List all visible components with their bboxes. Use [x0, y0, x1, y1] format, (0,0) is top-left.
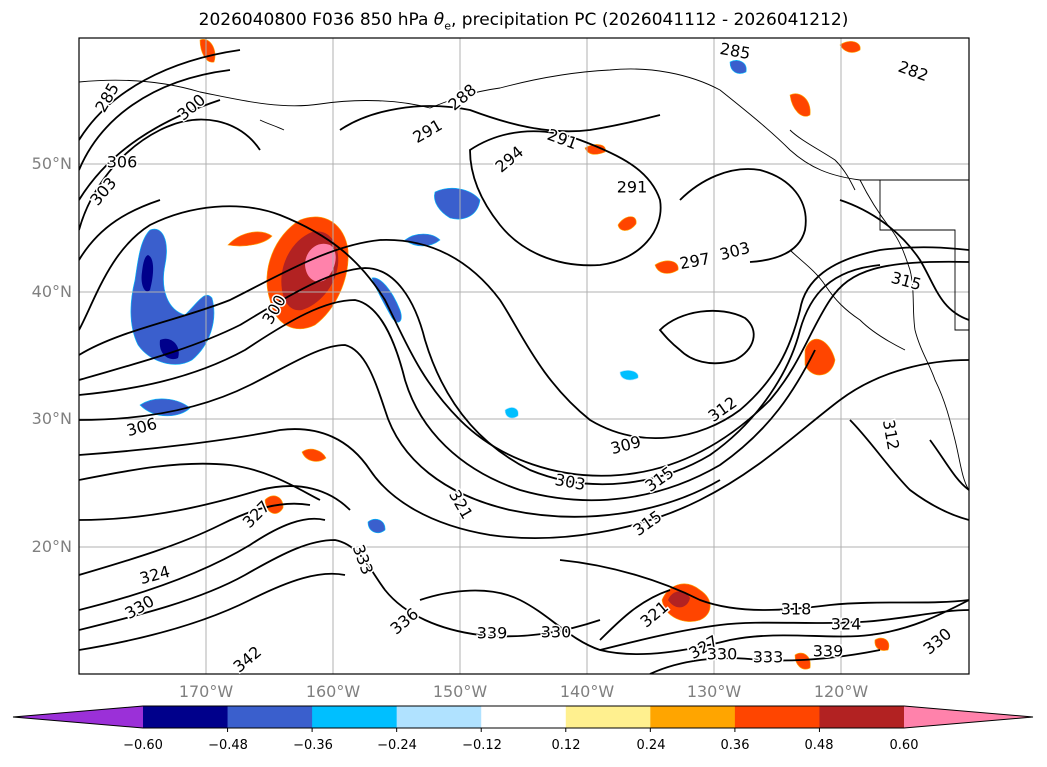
- precip-negative-patch-small4: [619, 370, 639, 381]
- lon-label-140w: 140°W: [559, 682, 615, 701]
- lon-label-160w: 160°W: [305, 682, 361, 701]
- theta-e-contours: [79, 49, 969, 674]
- colorbar-tick-label: 0.24: [636, 738, 666, 753]
- precip-positive-patch-d: [804, 338, 836, 376]
- colorbar-swatch: [650, 706, 736, 728]
- figure-title: 2026040800 F036 850 hPa θe, precipitatio…: [0, 10, 1047, 32]
- lon-label-170w: 170°W: [178, 682, 234, 701]
- lon-label-130w: 130°W: [686, 682, 742, 701]
- precip-positive-patch-b: [654, 260, 679, 274]
- colorbar-tick-label: −0.12: [462, 738, 502, 753]
- contour-label: 330: [707, 645, 738, 664]
- contour-label: 339: [813, 642, 844, 661]
- precip-negative-patch-small2: [729, 60, 747, 74]
- precip-negative-patch-south: [367, 518, 386, 534]
- colorbar-swatch: [312, 706, 398, 728]
- title-text: 2026040800 F036 850 hPa: [198, 10, 434, 30]
- colorbar: [12, 705, 1034, 732]
- graticule: [79, 38, 969, 674]
- colorbar-outline: [12, 705, 1034, 729]
- colorbar-extend-low: [13, 706, 143, 728]
- colorbar-tick-label: −0.36: [293, 738, 333, 753]
- colorbar-tick-label: 0.12: [551, 738, 581, 753]
- precip-positive-patch-c: [617, 216, 637, 231]
- colorbar-swatch: [227, 706, 313, 728]
- colorbar-extend-high: [904, 706, 1033, 728]
- precip-strong-negative-core: [141, 255, 154, 292]
- colorbar-tick-label: 0.60: [889, 738, 919, 753]
- colorbar-swatch: [565, 706, 651, 728]
- title-theta-symbol: θ: [433, 10, 445, 30]
- colorbar-swatch: [819, 706, 905, 728]
- colorbar-tick-label: −0.60: [123, 738, 163, 753]
- precip-positive-band: [227, 231, 273, 247]
- precip-fills: [130, 39, 890, 670]
- precip-positive-patch-e: [199, 39, 216, 63]
- lat-label-50n: 50°N: [31, 154, 72, 173]
- lat-label-30n: 30°N: [31, 409, 72, 428]
- map-area: [79, 38, 969, 674]
- contour-label: 306: [107, 153, 138, 172]
- precip-negative-streak: [371, 277, 402, 323]
- lat-label-40n: 40°N: [31, 282, 72, 301]
- precip-strong-positive-south: [668, 591, 690, 608]
- colorbar-swatch: [143, 706, 229, 728]
- contour-label: 330: [541, 623, 572, 642]
- precip-positive-patch-i: [301, 448, 327, 462]
- colorbar-tick-label: −0.24: [377, 738, 417, 753]
- title-subscript: e: [444, 19, 451, 33]
- colorbar-swatch: [396, 706, 482, 728]
- precip-positive-patch-k: [874, 637, 890, 651]
- contour-label: 324: [831, 615, 862, 634]
- map-frame: [78, 37, 970, 675]
- colorbar-tick-label: 0.36: [720, 738, 750, 753]
- lon-label-120w: 120°W: [813, 682, 869, 701]
- colorbar-swatch: [734, 706, 820, 728]
- precip-positive-patch-g: [839, 41, 861, 53]
- colorbar-tick-label: 0.48: [804, 738, 834, 753]
- contour-label: 333: [753, 648, 784, 667]
- lon-label-150w: 150°W: [432, 682, 488, 701]
- precip-negative-patch: [434, 187, 481, 220]
- contour-label: 291: [617, 178, 648, 197]
- precip-positive-patch-f: [789, 93, 811, 117]
- lat-label-20n: 20°N: [31, 537, 72, 556]
- colorbar-swatch: [481, 706, 567, 728]
- precip-positive-patch-j: [794, 652, 811, 670]
- contour-label: 318: [781, 600, 812, 619]
- colorbar-tick-label: −0.48: [208, 738, 248, 753]
- contour-label: 339: [477, 624, 508, 643]
- precip-negative-patch-small3: [504, 407, 519, 419]
- title-text-rest: , precipitation PC (2026041112 - 2026041…: [450, 10, 849, 30]
